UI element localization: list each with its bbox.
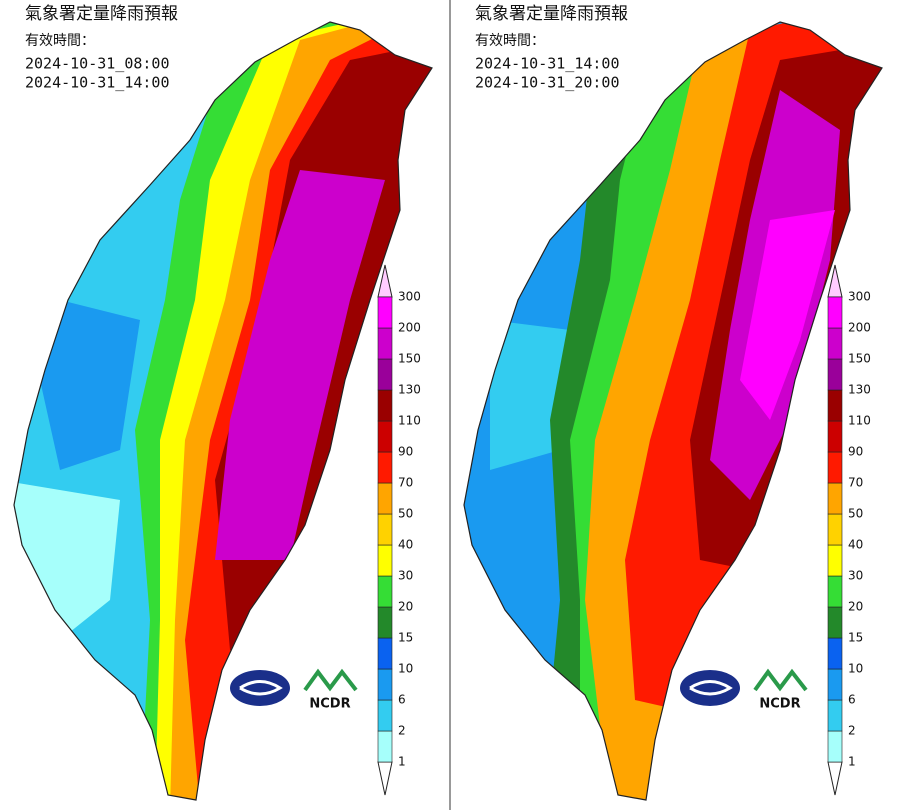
legend-level: 150 bbox=[848, 352, 871, 366]
legend-level: 10 bbox=[848, 662, 863, 676]
colorbar-segment bbox=[377, 544, 393, 577]
legend-level: 1 bbox=[398, 755, 406, 769]
colorbar-segment bbox=[827, 451, 843, 484]
map-title: 氣象署定量降雨預報 bbox=[25, 4, 178, 24]
colorbar-segment bbox=[377, 389, 393, 422]
colorbar-low bbox=[827, 761, 843, 796]
legend-level: 20 bbox=[848, 600, 863, 614]
colorbar-segment bbox=[827, 482, 843, 515]
legend-level: 90 bbox=[398, 445, 413, 459]
colorbar-segment bbox=[377, 575, 393, 608]
colorbar-low bbox=[377, 761, 393, 796]
colorbar-segment bbox=[377, 420, 393, 453]
colorbar-segment bbox=[827, 699, 843, 732]
colorbar-segment bbox=[377, 451, 393, 484]
rain-zone bbox=[740, 210, 835, 420]
rainfall-field bbox=[464, 22, 882, 800]
legend-level: 90 bbox=[848, 445, 863, 459]
legend-level: 2 bbox=[398, 724, 406, 738]
valid-time-label: 有效時間： bbox=[25, 33, 95, 49]
legend-level: 110 bbox=[848, 414, 871, 428]
ncdr-logo-text: NCDR bbox=[309, 697, 350, 712]
end-time: 2024-10-31_14:00 bbox=[25, 74, 170, 92]
legend-level: 10 bbox=[398, 662, 413, 676]
legend-level: 150 bbox=[398, 352, 421, 366]
legend-level: 300 bbox=[398, 290, 421, 304]
legend-level: 130 bbox=[398, 383, 421, 397]
end-time: 2024-10-31_20:00 bbox=[475, 74, 620, 92]
cwa-logo-swirl bbox=[689, 680, 733, 696]
map-title: 氣象署定量降雨預報 bbox=[475, 4, 628, 24]
colorbar-segment bbox=[827, 327, 843, 360]
colorbar-segment bbox=[827, 513, 843, 546]
legend-level: 70 bbox=[848, 476, 863, 490]
rain-zone bbox=[40, 300, 140, 470]
legend-level: 6 bbox=[848, 693, 856, 707]
legend-level: 6 bbox=[398, 693, 406, 707]
legend-level: 2 bbox=[848, 724, 856, 738]
colorbar-segment bbox=[827, 668, 843, 701]
colorbar-segment bbox=[377, 637, 393, 670]
legend-level: 15 bbox=[398, 631, 413, 645]
legend-level: 20 bbox=[398, 600, 413, 614]
valid-time-label: 有效時間： bbox=[475, 33, 545, 49]
colorbar-segment bbox=[377, 327, 393, 360]
colorbar-segment bbox=[377, 482, 393, 515]
colorbar-segment bbox=[827, 358, 843, 391]
colorbar-segment bbox=[827, 575, 843, 608]
legend-level: 40 bbox=[848, 538, 863, 552]
cwa-logo-swirl bbox=[239, 680, 283, 696]
start-time: 2024-10-31_14:00 bbox=[475, 55, 620, 73]
legend-level: 40 bbox=[398, 538, 413, 552]
colorbar-segment bbox=[827, 544, 843, 577]
rainfall-field bbox=[14, 22, 432, 800]
cwa-logo bbox=[230, 670, 290, 706]
colorbar-segment bbox=[827, 606, 843, 639]
legend-level: 70 bbox=[398, 476, 413, 490]
colorbar-segment bbox=[377, 668, 393, 701]
colorbar-segment bbox=[827, 730, 843, 763]
start-time: 2024-10-31_08:00 bbox=[25, 55, 170, 73]
colorbar-segment bbox=[827, 389, 843, 422]
colorbar-segment bbox=[827, 420, 843, 453]
rain-zone bbox=[490, 320, 570, 470]
colorbar-segment bbox=[377, 296, 393, 329]
cwa-logo bbox=[680, 670, 740, 706]
legend-level: 1 bbox=[848, 755, 856, 769]
colorbar-segment bbox=[377, 730, 393, 763]
legend-level: 200 bbox=[398, 321, 421, 335]
colorbar-segment bbox=[377, 606, 393, 639]
colorbar-segment bbox=[827, 637, 843, 670]
legend-level: 130 bbox=[848, 383, 871, 397]
ncdr-logo-mark bbox=[753, 668, 808, 692]
legend-level: 30 bbox=[848, 569, 863, 583]
legend-level: 50 bbox=[398, 507, 413, 521]
legend-level: 300 bbox=[848, 290, 871, 304]
legend-level: 15 bbox=[848, 631, 863, 645]
colorbar-segment bbox=[377, 699, 393, 732]
ncdr-logo-mark bbox=[303, 668, 358, 692]
legend-level: 50 bbox=[848, 507, 863, 521]
rain-zone bbox=[215, 170, 385, 560]
legend-level: 30 bbox=[398, 569, 413, 583]
legend-level: 200 bbox=[848, 321, 871, 335]
ncdr-logo-text: NCDR bbox=[759, 697, 800, 712]
colorbar-segment bbox=[377, 358, 393, 391]
colorbar-segment bbox=[377, 513, 393, 546]
legend-level: 110 bbox=[398, 414, 421, 428]
colorbar-segment bbox=[827, 296, 843, 329]
